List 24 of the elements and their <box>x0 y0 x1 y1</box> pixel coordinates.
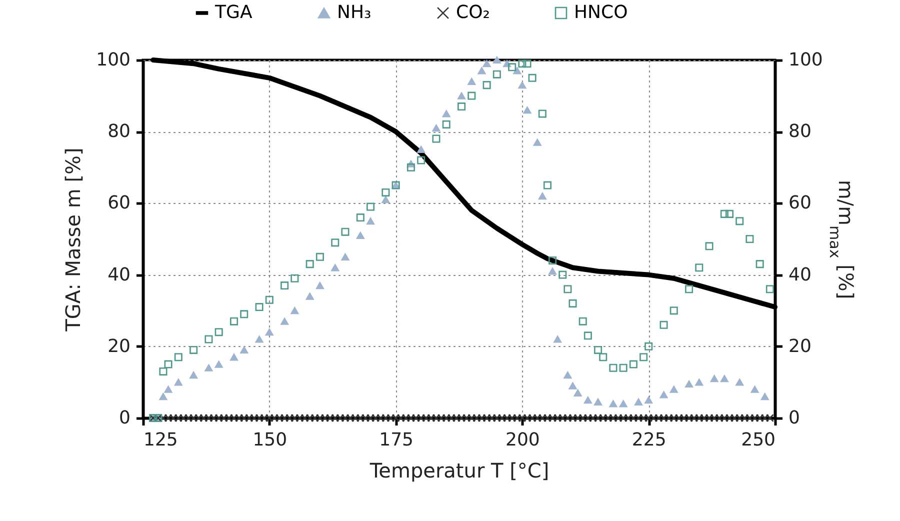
x-axis-title: Temperatur T [°C] <box>368 458 550 482</box>
x-tick-label: 150 <box>252 430 288 450</box>
y-tick-label: 20 <box>108 336 130 357</box>
x-tick-label: 225 <box>632 430 666 450</box>
y-tick-label: 60 <box>108 192 130 214</box>
legend-label: CO₂ <box>456 2 490 23</box>
x-tick-label: 200 <box>506 430 540 450</box>
y2-tick-label: 60 <box>788 192 812 214</box>
y-tick-label: 40 <box>108 264 130 286</box>
y2-tick-label: 40 <box>788 264 812 286</box>
legend-label: TGA <box>214 2 253 23</box>
x-tick-label: 125 <box>144 430 178 450</box>
y2-tick-label: 100 <box>788 50 823 70</box>
y2-tick-label: 0 <box>788 408 800 428</box>
x-tick-label: 250 <box>741 430 776 450</box>
legend-label: HNCO <box>574 2 628 23</box>
y2-tick-label: 80 <box>788 121 812 142</box>
y-tick-label: 80 <box>108 121 130 142</box>
y-tick-label: 0 <box>119 408 130 428</box>
y-tick-label: 100 <box>96 50 130 70</box>
x-tick-label: 175 <box>379 430 414 450</box>
y-axis-title: TGA: Masse m [%] <box>61 148 86 332</box>
y2-tick-label: 20 <box>788 336 812 357</box>
legend-label: NH₃ <box>337 2 372 23</box>
